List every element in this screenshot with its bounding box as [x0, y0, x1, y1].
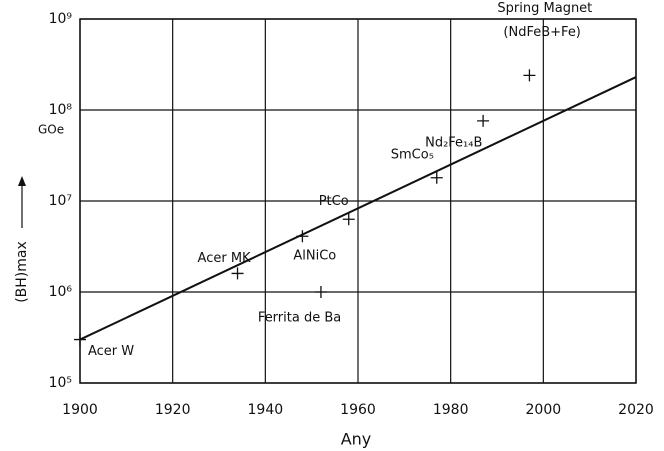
- trend-line: [79, 76, 637, 341]
- x-axis-label: Any: [341, 430, 372, 449]
- point-marker: [314, 286, 327, 298]
- point-label: SmCo₅: [391, 147, 434, 162]
- point-marker: [477, 114, 490, 127]
- x-tick-label: 2020: [618, 402, 654, 418]
- point-marker: [523, 69, 536, 82]
- point-label: AlNiCo: [293, 249, 336, 264]
- y-tick-label: 10⁶: [49, 284, 73, 300]
- point-label: (NdFeB+Fe): [503, 25, 580, 40]
- y-tick-label: 10⁸: [49, 102, 73, 118]
- y-tick-label: 10⁷: [49, 193, 72, 209]
- x-tick-label: 1900: [62, 402, 98, 418]
- point-marker: [231, 267, 244, 280]
- y-axis-label: (BH)max: [14, 241, 30, 303]
- point-label: PtCo: [319, 194, 349, 209]
- point-label: Acer MK: [198, 251, 252, 266]
- y-tick-label: 10⁹: [49, 11, 73, 27]
- y-unit: GOe: [38, 123, 64, 137]
- y-arrow-head: [18, 176, 26, 186]
- y-tick-label: 10⁵: [49, 375, 72, 391]
- point-marker: [296, 230, 309, 243]
- x-tick-label: 1960: [340, 402, 376, 418]
- point-label: Nd₂Fe₁₄B: [425, 135, 482, 150]
- point-label: Spring Magnet: [497, 1, 592, 16]
- point-label: Acer W: [88, 344, 134, 359]
- point-marker: [342, 213, 355, 226]
- x-tick-label: 2000: [526, 402, 562, 418]
- x-tick-label: 1980: [433, 402, 469, 418]
- point-marker: [74, 333, 86, 346]
- x-tick-label: 1920: [155, 402, 191, 418]
- point-label: Ferrita de Ba: [258, 311, 341, 326]
- x-tick-label: 1940: [248, 402, 284, 418]
- point-marker: [430, 171, 443, 184]
